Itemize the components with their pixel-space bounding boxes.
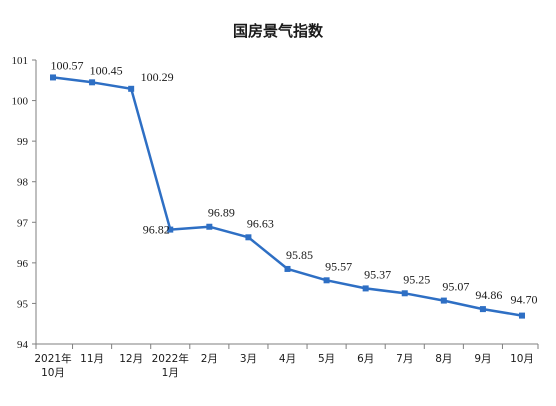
x-tick-label: 11月 — [80, 353, 104, 365]
data-label: 95.85 — [286, 248, 313, 262]
x-tick-label: 2021年 — [34, 352, 71, 365]
data-label: 96.63 — [247, 216, 274, 230]
data-point-marker — [89, 79, 96, 86]
data-label: 95.25 — [403, 272, 430, 286]
data-label: 94.70 — [511, 293, 538, 307]
y-tick-label: 97 — [17, 217, 29, 229]
data-label: 95.57 — [325, 259, 352, 273]
data-point-marker — [167, 226, 174, 233]
data-point-marker — [245, 234, 252, 241]
data-point-marker — [323, 277, 330, 284]
x-tick-label: 12月 — [119, 353, 143, 365]
chart-title: 国房景气指数 — [233, 22, 324, 40]
y-tick-label: 94 — [17, 339, 29, 351]
data-point-marker — [401, 290, 408, 297]
data-label: 100.29 — [141, 70, 174, 84]
x-tick-label: 3月 — [240, 353, 257, 365]
x-tick-label: 7月 — [396, 353, 413, 365]
x-tick-label: 2022年 — [152, 352, 189, 365]
y-tick-label: 99 — [17, 136, 29, 148]
data-point-marker — [362, 285, 369, 292]
x-tick-label: 10月 — [41, 367, 65, 379]
data-label: 100.45 — [90, 63, 123, 77]
data-point-marker — [128, 85, 135, 92]
x-tick-label: 8月 — [435, 353, 452, 365]
data-label: 95.07 — [442, 280, 469, 294]
x-tick-label: 5月 — [318, 353, 335, 365]
x-tick-label: 9月 — [474, 353, 491, 365]
data-point-marker — [50, 74, 56, 81]
x-tick-label: 10月 — [510, 353, 534, 365]
y-tick-label: 101 — [12, 55, 29, 67]
y-tick-label: 98 — [17, 177, 29, 189]
data-point-marker — [519, 312, 525, 319]
data-point-marker — [479, 306, 486, 313]
x-tick-label: 6月 — [357, 353, 374, 365]
y-tick-label: 100 — [12, 96, 29, 108]
data-point-marker — [206, 223, 213, 230]
data-label: 95.37 — [364, 267, 391, 281]
y-tick-label: 96 — [17, 258, 29, 270]
x-tick-label: 4月 — [279, 353, 296, 365]
data-point-marker — [440, 297, 447, 304]
data-label: 100.57 — [51, 58, 84, 72]
data-label: 96.89 — [208, 206, 235, 220]
x-tick-label: 1月 — [162, 367, 179, 379]
data-point-marker — [284, 265, 291, 272]
data-label: 96.82 — [143, 223, 170, 237]
y-tick-label: 95 — [17, 298, 29, 310]
data-label: 94.86 — [475, 288, 502, 302]
x-tick-label: 2月 — [201, 353, 218, 365]
